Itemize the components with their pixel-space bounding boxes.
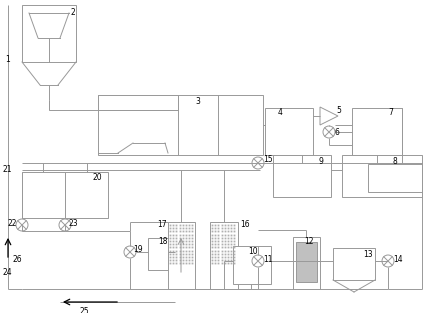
Text: 22: 22 [8, 219, 17, 228]
Bar [168, 222, 195, 289]
Text: 1: 1 [5, 55, 10, 64]
Text: 12: 12 [304, 237, 314, 246]
Bar [210, 222, 238, 289]
Polygon shape [320, 107, 338, 125]
Bar [293, 237, 320, 289]
Bar [352, 108, 402, 155]
Text: 8: 8 [393, 157, 398, 166]
Bar [98, 95, 263, 155]
Text: 19: 19 [133, 245, 143, 254]
Text: 2: 2 [71, 8, 76, 17]
Text: 9: 9 [319, 157, 324, 166]
Bar [148, 238, 175, 270]
Text: 13: 13 [363, 250, 373, 259]
Bar [273, 155, 331, 197]
Bar [368, 164, 422, 192]
Text: 6: 6 [335, 128, 340, 137]
Text: 18: 18 [158, 237, 167, 246]
Text: 5: 5 [336, 106, 341, 115]
Text: 14: 14 [393, 255, 402, 264]
Text: 24: 24 [3, 268, 13, 277]
Text: 21: 21 [3, 165, 12, 174]
Bar [22, 172, 65, 218]
Bar [296, 242, 317, 282]
Text: 15: 15 [263, 155, 272, 164]
Text: 16: 16 [240, 220, 249, 229]
Text: 20: 20 [93, 173, 102, 182]
Bar [342, 155, 422, 197]
Bar [98, 95, 178, 110]
Text: 17: 17 [157, 220, 167, 229]
Text: 25: 25 [80, 307, 90, 313]
Text: 7: 7 [388, 108, 393, 117]
Bar [22, 5, 76, 62]
Bar [65, 172, 108, 218]
Bar [233, 246, 271, 284]
Text: 11: 11 [263, 255, 272, 264]
Text: 23: 23 [69, 219, 79, 228]
Text: 26: 26 [13, 255, 23, 264]
Text: 3: 3 [195, 97, 200, 106]
Text: 10: 10 [248, 247, 258, 256]
Bar [333, 248, 375, 280]
Bar [265, 108, 313, 155]
Text: 4: 4 [278, 108, 283, 117]
